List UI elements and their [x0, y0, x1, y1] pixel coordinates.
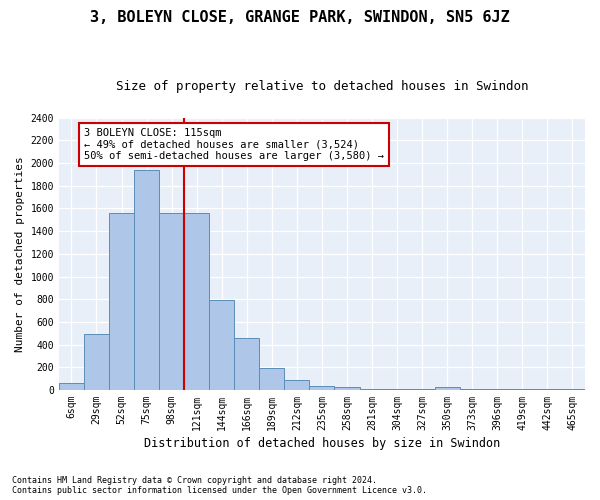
Y-axis label: Number of detached properties: Number of detached properties [15, 156, 25, 352]
Bar [159, 213, 184, 390]
Bar [234, 338, 259, 390]
Bar [109, 213, 134, 390]
Bar [334, 387, 359, 390]
Bar [84, 334, 109, 390]
Bar [59, 383, 84, 390]
X-axis label: Distribution of detached houses by size in Swindon: Distribution of detached houses by size … [144, 437, 500, 450]
Bar [209, 300, 234, 390]
Bar [434, 388, 460, 390]
Text: Contains HM Land Registry data © Crown copyright and database right 2024.
Contai: Contains HM Land Registry data © Crown c… [12, 476, 427, 495]
Text: 3 BOLEYN CLOSE: 115sqm
← 49% of detached houses are smaller (3,524)
50% of semi-: 3 BOLEYN CLOSE: 115sqm ← 49% of detached… [84, 128, 384, 161]
Bar [259, 368, 284, 390]
Title: Size of property relative to detached houses in Swindon: Size of property relative to detached ho… [116, 80, 528, 93]
Bar [184, 213, 209, 390]
Bar [310, 386, 334, 390]
Bar [284, 380, 310, 390]
Bar [134, 170, 159, 390]
Text: 3, BOLEYN CLOSE, GRANGE PARK, SWINDON, SN5 6JZ: 3, BOLEYN CLOSE, GRANGE PARK, SWINDON, S… [90, 10, 510, 25]
